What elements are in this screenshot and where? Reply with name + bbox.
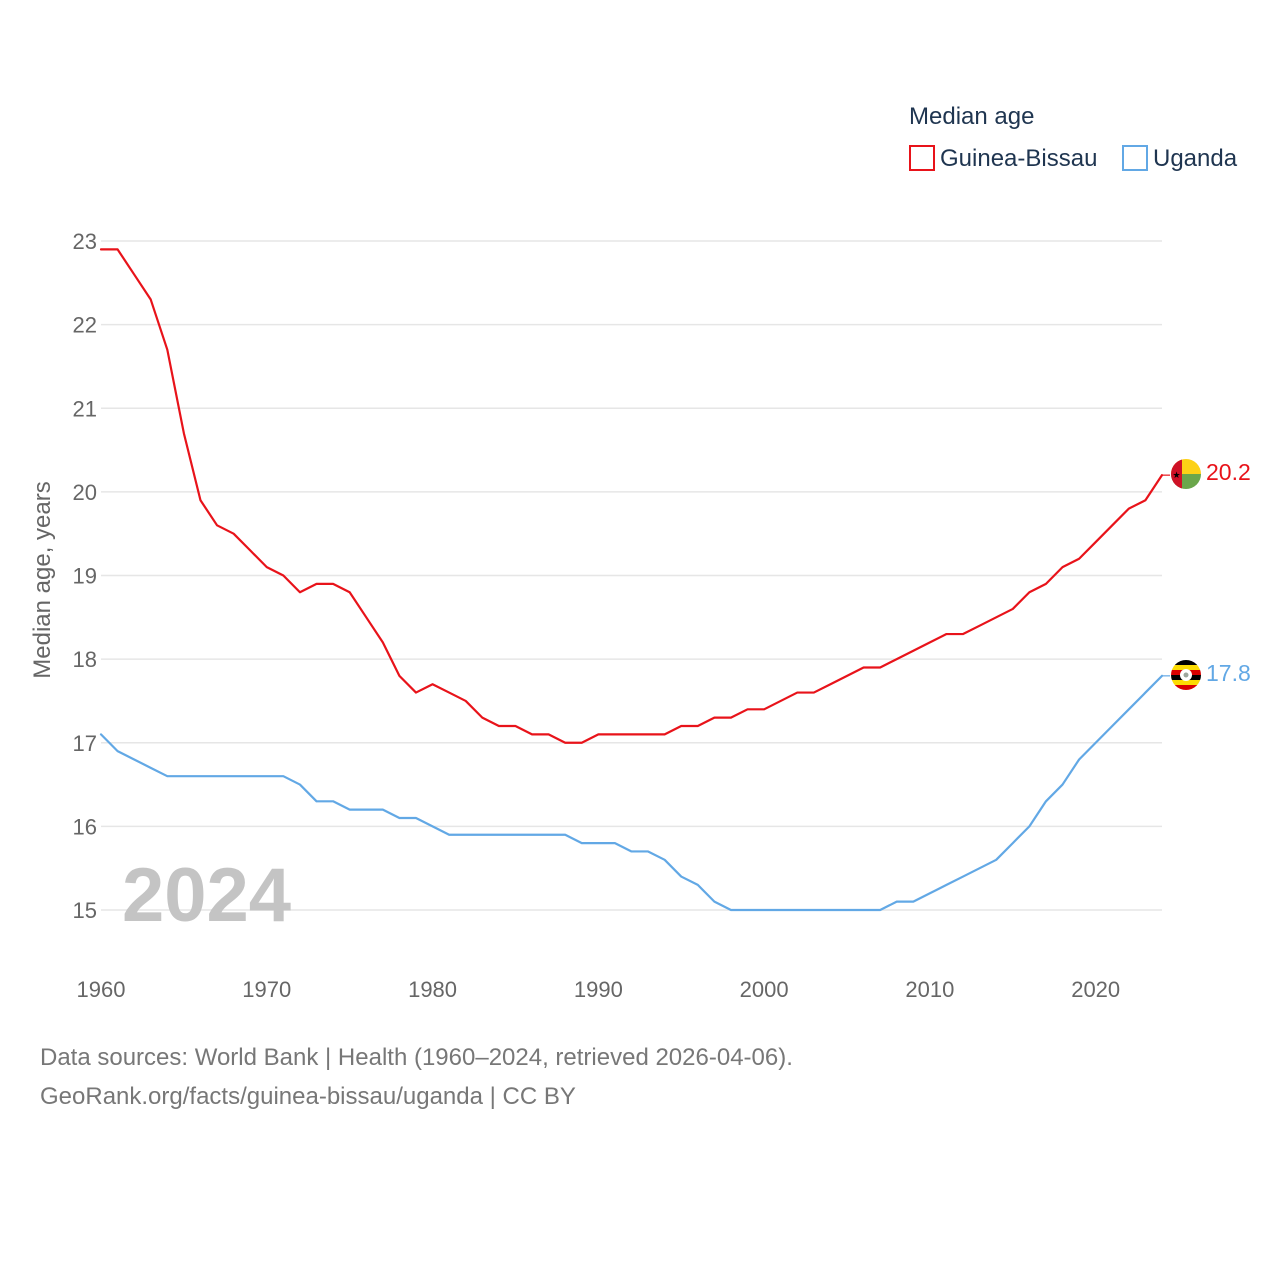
y-axis-label: Median age, years — [29, 481, 56, 678]
legend-label-guinea-bissau: Guinea-Bissau — [940, 145, 1097, 172]
end-value-label-guinea-bissau: 20.2 — [1206, 459, 1251, 485]
series-lines — [99, 248, 1170, 912]
y-tick-label: 23 — [73, 229, 97, 254]
y-tick-label: 17 — [73, 731, 97, 756]
y-tick-label: 15 — [73, 898, 97, 923]
x-tick-label: 1980 — [408, 977, 457, 1002]
y-tick-label: 21 — [73, 396, 97, 421]
legend-item-guinea-bissau[interactable]: Guinea-Bissau — [909, 145, 1097, 172]
y-tick-label: 18 — [73, 647, 97, 672]
x-tick-label: 2010 — [905, 977, 954, 1002]
year-watermark: 2024 — [122, 853, 291, 938]
legend-title: Median age — [909, 103, 1034, 130]
legend-swatch-uganda — [1122, 145, 1148, 171]
legend-label-uganda: Uganda — [1153, 145, 1238, 172]
data-sources-text: Data sources: World Bank | Health (1960–… — [40, 1044, 793, 1071]
y-tick-label: 22 — [73, 313, 97, 338]
uganda-flag-icon — [1171, 660, 1201, 690]
series-line-uganda — [99, 674, 1164, 912]
y-axis-ticks: 15 16 17 18 19 20 21 22 23 — [73, 229, 97, 923]
legend: Median age Guinea-Bissau Uganda — [909, 103, 1238, 172]
guinea-bissau-flag-icon: ★ — [1171, 459, 1201, 489]
median-age-chart: 15 16 17 18 19 20 21 22 23 1960 1970 1980 1990 2000 2… — [29, 103, 1251, 1002]
x-tick-label: 2000 — [740, 977, 789, 1002]
x-tick-label: 1960 — [77, 977, 126, 1002]
y-tick-label: 20 — [73, 480, 97, 505]
y-tick-label: 16 — [73, 814, 97, 839]
x-tick-label: 1970 — [242, 977, 291, 1002]
svg-text:★: ★ — [1172, 470, 1180, 480]
legend-item-uganda[interactable]: Uganda — [1122, 145, 1238, 172]
x-axis-ticks: 1960 1970 1980 1990 2000 2010 2020 — [77, 977, 1121, 1002]
x-tick-label: 1990 — [574, 977, 623, 1002]
y-tick-label: 19 — [73, 564, 97, 589]
source-link[interactable]: GeoRank.org/facts/guinea-bissau/uganda |… — [40, 1083, 576, 1110]
grid-lines — [101, 240, 1162, 911]
x-tick-label: 2020 — [1071, 977, 1120, 1002]
series-line-guinea-bissau — [99, 248, 1164, 744]
legend-swatch-guinea-bissau — [909, 145, 935, 171]
end-value-label-uganda: 17.8 — [1206, 660, 1251, 686]
